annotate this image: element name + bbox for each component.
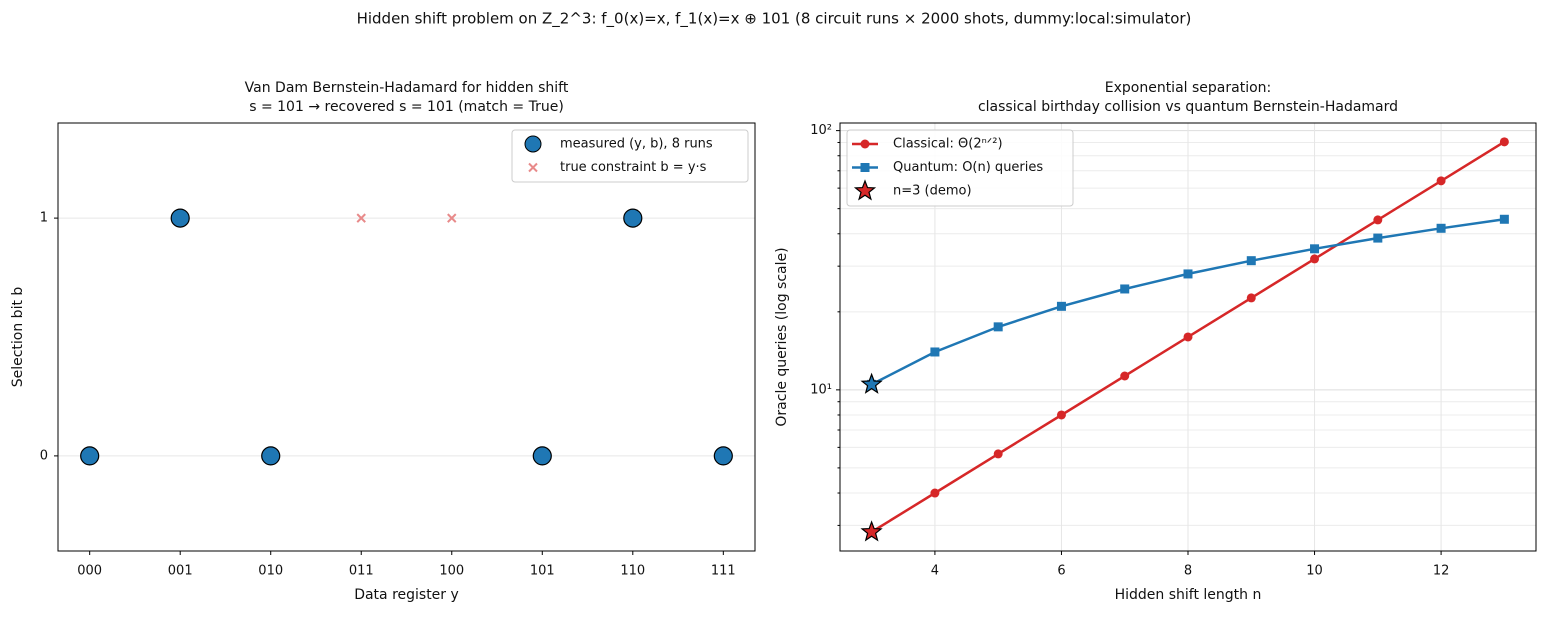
chart-title: Exponential separation: <box>1105 80 1271 96</box>
x-axis-label: Data register y <box>354 587 459 603</box>
marker <box>1246 293 1256 303</box>
x-tick-label: 10 <box>1306 564 1323 579</box>
y-tick-label: 10² <box>810 123 832 138</box>
y-tick-label: 0 <box>40 448 48 463</box>
y-axis-label: Selection bit b <box>10 287 26 388</box>
x-tick-label: 011 <box>349 564 374 579</box>
y-tick-label: 10¹ <box>810 382 832 397</box>
chart-title: classical birthday collision vs quantum … <box>978 99 1398 115</box>
marker <box>1310 254 1320 264</box>
marker <box>1499 214 1509 224</box>
marker <box>1310 244 1320 254</box>
marker <box>623 208 643 228</box>
marker <box>860 372 883 394</box>
marker <box>1183 269 1193 279</box>
marker <box>1120 284 1130 294</box>
x-tick-label: 6 <box>1057 564 1065 579</box>
marker <box>1120 371 1130 381</box>
legend-box <box>846 129 1074 207</box>
marker <box>532 446 552 466</box>
marker <box>930 347 940 357</box>
marker <box>860 520 883 542</box>
x-axis-label: Hidden shift length n <box>1115 587 1262 603</box>
x-tick-label: 001 <box>168 564 193 579</box>
x-tick-label: 12 <box>1433 564 1450 579</box>
marker <box>356 213 366 223</box>
legend-marker <box>860 163 870 172</box>
marker <box>713 446 733 466</box>
legend-label: true constraint b = y·s <box>560 160 707 175</box>
y-tick-label: 1 <box>40 211 48 226</box>
legend-marker <box>524 135 542 153</box>
marker <box>1373 215 1383 225</box>
legend-marker <box>853 179 877 201</box>
x-tick-label: 000 <box>77 564 102 579</box>
y-axis-label: Oracle queries (log scale) <box>774 247 790 426</box>
marker <box>1056 410 1066 420</box>
marker <box>1056 301 1066 311</box>
marker <box>1183 332 1193 342</box>
legend-box <box>511 129 749 183</box>
marker <box>1436 176 1446 186</box>
marker <box>170 208 190 228</box>
chart-title: s = 101 → recovered s = 101 (match = Tru… <box>249 99 564 115</box>
x-tick-label: 100 <box>439 564 464 579</box>
marker <box>993 322 1003 332</box>
marker <box>80 446 100 466</box>
marker <box>447 213 457 223</box>
x-tick-label: 110 <box>620 564 645 579</box>
legend-label: Quantum: O(n) queries <box>893 160 1043 175</box>
marker <box>930 488 940 498</box>
marker <box>261 446 281 466</box>
suptitle: Hidden shift problem on Z_2^3: f_0(x)=x,… <box>357 10 1192 29</box>
marker <box>1246 256 1256 266</box>
x-tick-label: 8 <box>1184 564 1192 579</box>
legend-label: n=3 (demo) <box>893 184 972 199</box>
legend-marker <box>528 162 538 173</box>
marker <box>1436 223 1446 233</box>
plot-frame <box>839 122 1537 552</box>
legend-marker <box>860 139 870 149</box>
legend-label: measured (y, b), 8 runs <box>560 137 713 152</box>
x-tick-label: 010 <box>258 564 283 579</box>
x-tick-label: 101 <box>530 564 555 579</box>
marker <box>993 449 1003 459</box>
x-tick-label: 4 <box>931 564 939 579</box>
x-tick-label: 111 <box>711 564 736 579</box>
legend-label: Classical: Θ(2ⁿᐟ²) <box>893 137 1003 152</box>
marker <box>1499 137 1509 147</box>
marker <box>1373 233 1383 243</box>
chart-title: Van Dam Bernstein-Hadamard for hidden sh… <box>245 80 569 96</box>
plot-frame <box>57 122 756 552</box>
